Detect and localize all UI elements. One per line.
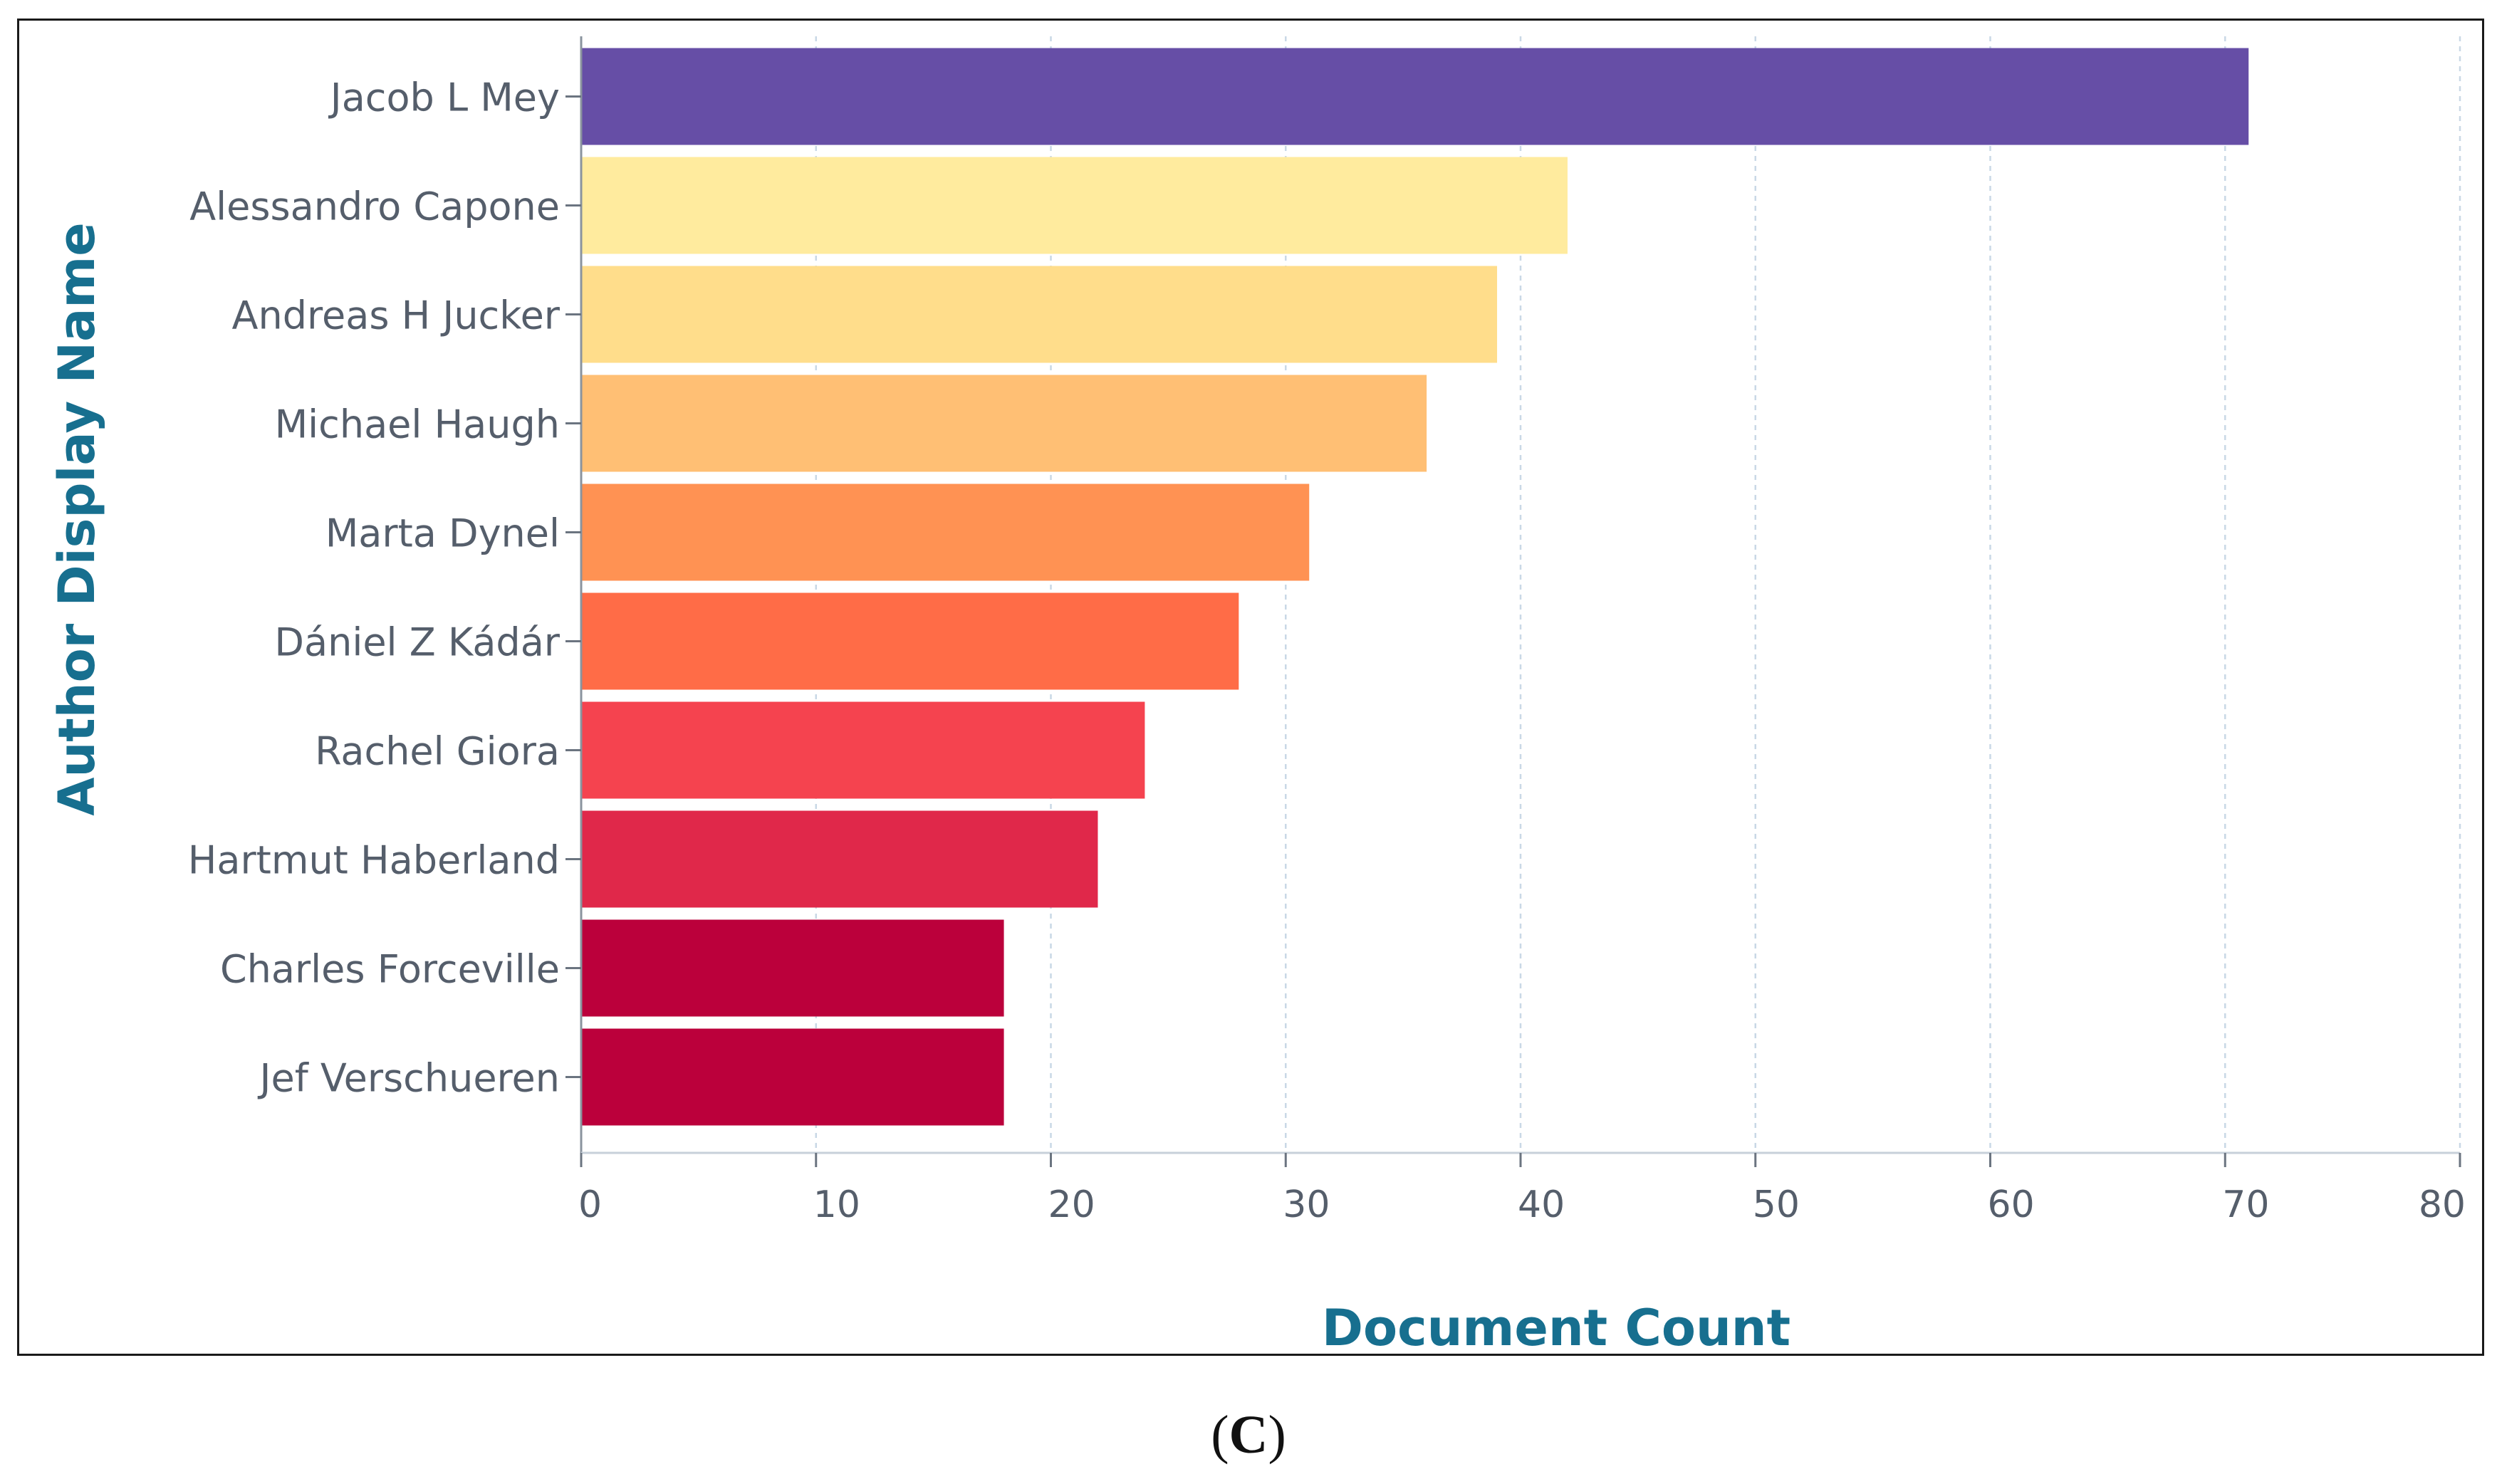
bar — [581, 375, 1427, 472]
x-tick-label: 20 — [1048, 1183, 1095, 1226]
bar-chart: Jacob L Mey Alessandro Capone Andreas H Ju… — [48, 36, 2466, 1354]
x-axis-title: Document Count — [1322, 1299, 1790, 1354]
bar — [581, 810, 1098, 908]
x-tick-label: 0 — [578, 1183, 602, 1226]
category-label: Alessandro Capone — [189, 184, 560, 229]
y-axis-title: Author Display Name — [48, 222, 106, 815]
x-tick-label: 40 — [1518, 1183, 1565, 1226]
chart-frame: Jacob L Mey Alessandro Capone Andreas H Ju… — [17, 19, 2484, 1356]
bar — [581, 592, 1239, 690]
category-label: Michael Haugh — [275, 402, 560, 447]
bar — [581, 701, 1145, 799]
bar — [581, 1028, 1004, 1126]
x-tick-label: 10 — [813, 1183, 860, 1226]
category-label: Rachel Giora — [315, 729, 560, 774]
x-tick-label: 60 — [1988, 1183, 2035, 1226]
category-label: Marta Dynel — [325, 511, 560, 556]
bar — [581, 266, 1498, 363]
category-label: Jef Verschueren — [258, 1056, 560, 1101]
panel-letter: C — [1229, 1405, 1268, 1465]
x-tick-label: 80 — [2419, 1183, 2466, 1226]
panel-caption: (C) — [1211, 1405, 1286, 1465]
bar — [581, 157, 1568, 254]
category-label: Dániel Z Kádár — [274, 620, 560, 665]
bar — [581, 484, 1310, 581]
category-label: Andreas H Jucker — [232, 293, 561, 338]
x-tick-label: 70 — [2222, 1183, 2269, 1226]
x-tick-label: 50 — [1753, 1183, 1800, 1226]
category-label: Jacob L Mey — [328, 75, 560, 120]
x-tick-label: 30 — [1283, 1183, 1330, 1226]
bar — [581, 919, 1004, 1017]
category-label: Charles Forceville — [220, 947, 560, 992]
category-label: Hartmut Haberland — [188, 838, 560, 883]
bar — [581, 48, 2249, 145]
